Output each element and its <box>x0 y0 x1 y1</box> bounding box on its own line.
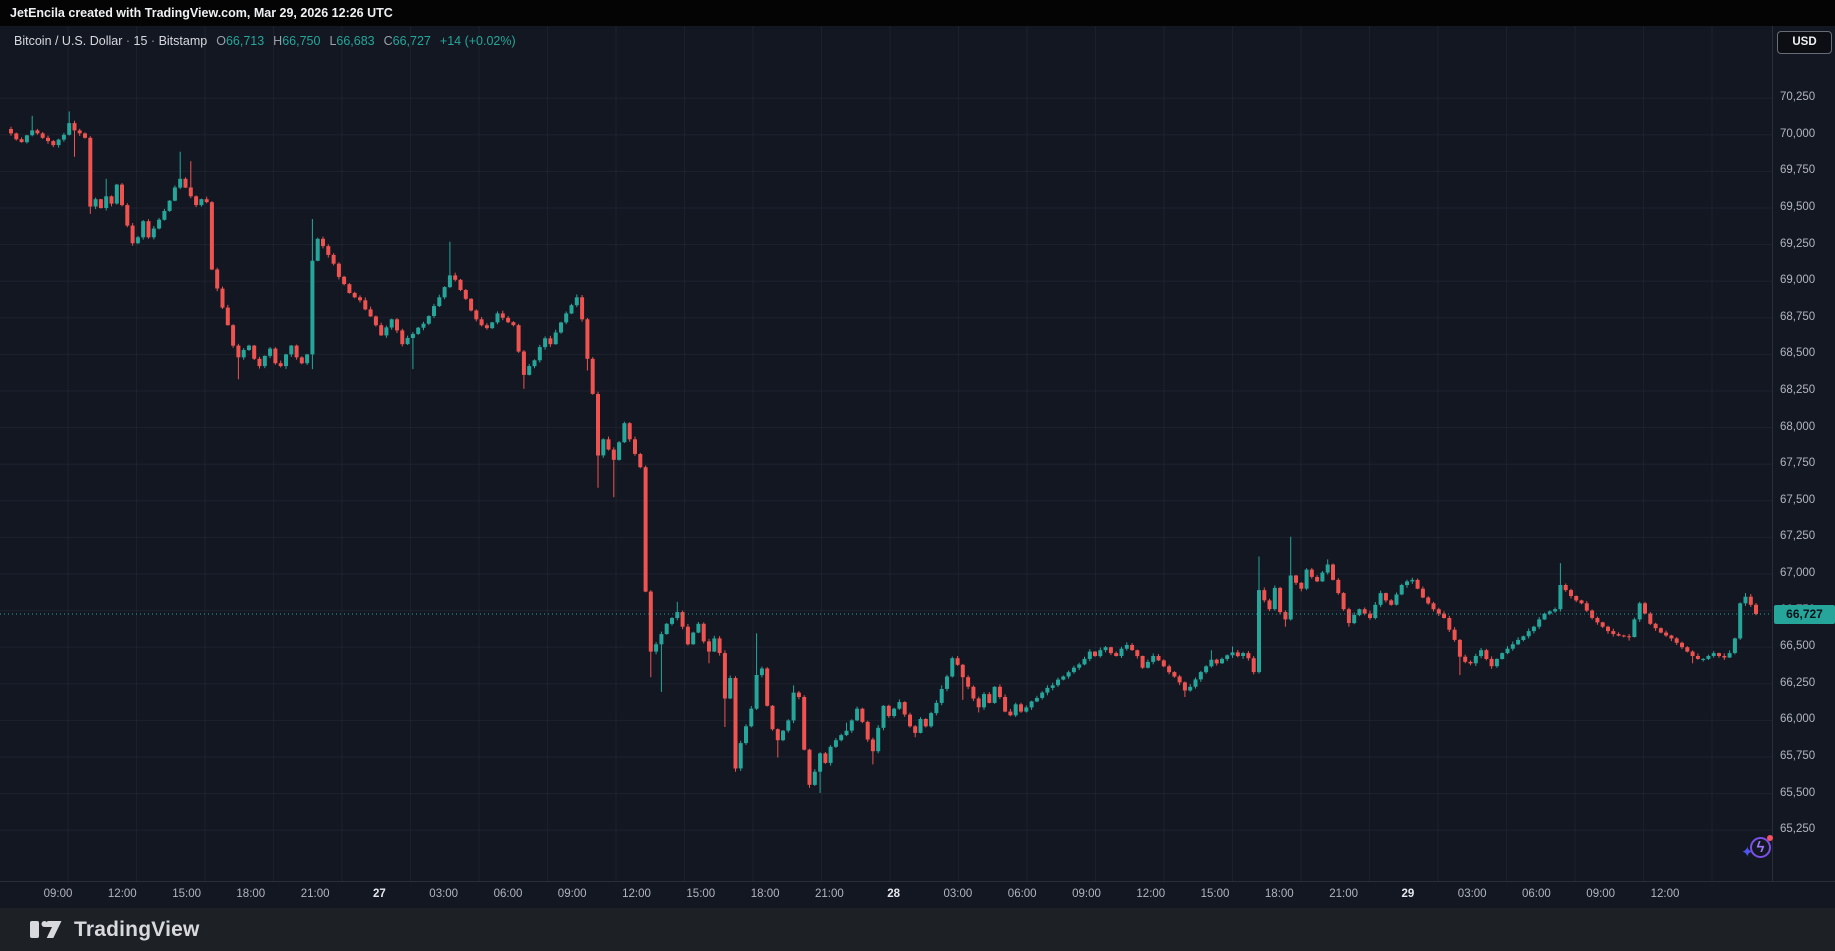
currency-toggle-button[interactable]: USD <box>1777 31 1832 54</box>
low-value: 66,683 <box>336 34 375 48</box>
price-tick: 68,250 <box>1780 384 1816 396</box>
price-tick: 68,750 <box>1780 310 1816 323</box>
lightning-icon: ϟ <box>1756 839 1765 856</box>
price-tick: 69,750 <box>1780 164 1816 177</box>
time-tick: 09:00 <box>557 888 587 900</box>
chart-region[interactable]: Bitcoin / U.S. Dollar · 15 · Bitstamp O … <box>0 26 1835 908</box>
time-tick: 09:00 <box>1586 888 1616 900</box>
price-tick: 68,000 <box>1780 420 1816 433</box>
price-tick: 65,750 <box>1780 750 1816 762</box>
time-tick: 12:00 <box>1650 888 1680 900</box>
separator-dot: · <box>125 34 131 48</box>
time-tick: 15:00 <box>686 888 716 900</box>
time-tick: 21:00 <box>815 888 844 900</box>
time-tick: 21:00 <box>1329 888 1358 900</box>
symbol-name[interactable]: Bitcoin / U.S. Dollar <box>14 34 123 48</box>
time-tick: 06:00 <box>1007 888 1037 900</box>
time-tick: 29 <box>1401 888 1415 900</box>
price-tick: 66,500 <box>1780 640 1816 653</box>
time-tick: 06:00 <box>1522 888 1551 900</box>
time-tick: 21:00 <box>300 888 330 900</box>
time-tick: 15:00 <box>172 888 201 900</box>
change-value: +14 (+0.02%) <box>439 34 516 48</box>
close-value: 66,727 <box>392 34 431 48</box>
open-value: 66,713 <box>225 34 265 48</box>
price-tick: 67,250 <box>1780 530 1816 543</box>
time-tick: 27 <box>372 888 386 900</box>
time-tick: 18:00 <box>1264 888 1294 900</box>
symbol-header[interactable]: Bitcoin / U.S. Dollar · 15 · Bitstamp O … <box>14 32 516 50</box>
attribution-text: JetEncila created with TradingView.com, … <box>10 6 393 20</box>
time-tick: 03:00 <box>429 888 459 900</box>
interval-value[interactable]: 15 <box>133 34 148 48</box>
time-tick: 03:00 <box>943 888 973 900</box>
low-label: L <box>329 34 337 48</box>
price-tick: 67,750 <box>1780 457 1816 470</box>
price-tick: 65,500 <box>1780 786 1816 799</box>
price-tick: 67,500 <box>1780 493 1816 506</box>
last-price-tag: 66,727 <box>1774 604 1835 624</box>
high-value: 66,750 <box>282 34 321 48</box>
candlestick-plot[interactable] <box>0 26 1772 881</box>
time-tick: 09:00 <box>1072 888 1101 900</box>
price-tick: 69,250 <box>1780 237 1816 250</box>
tradingview-logo-icon[interactable] <box>29 916 63 943</box>
time-tick: 09:00 <box>43 888 73 900</box>
high-label: H <box>273 34 283 48</box>
time-tick: 18:00 <box>750 888 780 900</box>
time-tick: 06:00 <box>493 888 523 900</box>
circular-arrow-icon <box>1750 837 1771 858</box>
time-tick: 12:00 <box>1136 888 1166 900</box>
price-tick: 65,250 <box>1780 823 1816 836</box>
instant-refresh-icon[interactable]: ✦ ϟ <box>1741 834 1775 866</box>
time-tick: 28 <box>887 888 900 900</box>
footer-bar: TradingView <box>0 908 1835 951</box>
price-tick: 68,500 <box>1780 347 1816 360</box>
price-tick: 70,000 <box>1780 127 1816 140</box>
exchange-name[interactable]: Bitstamp <box>158 34 208 48</box>
price-tick: 69,000 <box>1780 274 1816 287</box>
price-tick: 67,000 <box>1780 567 1816 579</box>
time-tick: 15:00 <box>1200 888 1230 900</box>
separator-dot: · <box>150 34 156 48</box>
price-tick: 66,250 <box>1780 676 1816 689</box>
time-tick: 12:00 <box>107 888 137 900</box>
time-axis[interactable]: 09:00 12:00 15:00 18:00 21:00 27 03:00 06:00 09:… <box>0 881 1835 908</box>
open-label: O <box>216 34 226 48</box>
attribution-bar: JetEncila created with TradingView.com, … <box>0 0 1835 26</box>
price-axis[interactable]: USD 70,250 70,000 69,750 69,500 69,250 69,000… <box>1772 26 1835 881</box>
close-label: C <box>383 34 393 48</box>
time-tick: 18:00 <box>236 888 266 900</box>
notification-dot <box>1767 835 1773 841</box>
time-tick: 12:00 <box>622 888 651 900</box>
time-tick: 03:00 <box>1457 888 1487 900</box>
price-tick: 69,500 <box>1780 201 1816 213</box>
tradingview-logo-text[interactable]: TradingView <box>74 917 200 941</box>
price-tick: 66,000 <box>1780 713 1816 726</box>
price-tick: 70,250 <box>1780 91 1816 104</box>
